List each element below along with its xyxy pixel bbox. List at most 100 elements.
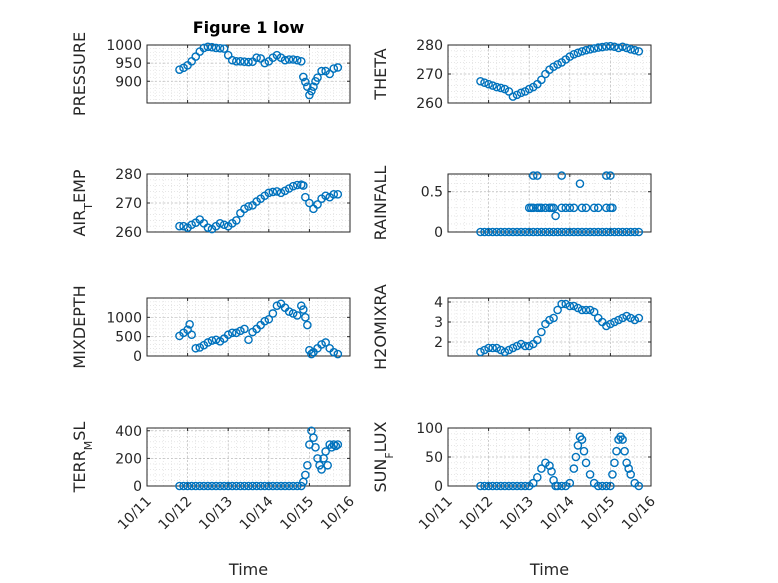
y-tick-label: 50: [425, 450, 443, 466]
data-point: [581, 227, 591, 237]
data-point: [309, 433, 318, 442]
x-tick-label: 10/16: [318, 493, 358, 533]
panel-h2omixra: 2 3 4 H2OMIXRA: [371, 284, 652, 370]
data-point: [288, 481, 298, 491]
data-point: [232, 481, 241, 491]
data-point: [299, 181, 308, 190]
data-point: [573, 48, 583, 58]
major-grid: [447, 174, 652, 233]
data-point: [533, 335, 542, 345]
data-point: [614, 315, 623, 325]
data-point: [476, 481, 485, 491]
data-point: [624, 464, 633, 473]
chart-title: Figure 1 low: [193, 18, 305, 37]
data-point: [630, 315, 640, 325]
x-tick-label: 10/14: [237, 493, 277, 533]
data-point: [296, 481, 306, 491]
data-point: [561, 203, 571, 213]
data-point: [484, 343, 493, 353]
y-tick-label: 900: [115, 74, 142, 90]
data-point: [183, 481, 192, 491]
data-point: [317, 66, 326, 76]
data-point: [606, 171, 615, 180]
data-point: [565, 478, 575, 488]
data-point: [484, 481, 493, 491]
data-point: [187, 330, 196, 340]
data-point: [244, 202, 253, 211]
data-point: [260, 58, 270, 68]
data-point: [512, 481, 522, 491]
data-point: [323, 460, 332, 470]
data-point: [301, 470, 310, 480]
data-point: [317, 465, 326, 474]
data-point: [272, 187, 282, 196]
series-points: [175, 299, 343, 359]
axes-box: [146, 44, 351, 104]
data-point: [276, 188, 286, 198]
data-point: [508, 227, 518, 237]
data-point: [512, 90, 522, 100]
data-point: [573, 303, 583, 313]
data-point: [577, 227, 587, 237]
axes-box: [447, 297, 652, 357]
data-point: [569, 301, 579, 311]
y-axis-label: TERRMSL: [70, 422, 95, 494]
data-point: [307, 349, 316, 359]
data-point: [553, 305, 562, 315]
data-point: [557, 481, 566, 491]
data-point: [321, 447, 330, 456]
data-point: [313, 200, 322, 209]
data-point: [268, 187, 278, 197]
data-point: [508, 92, 518, 101]
data-point: [244, 335, 253, 345]
data-point: [333, 440, 343, 449]
data-point: [203, 338, 213, 347]
data-point: [589, 307, 599, 317]
data-point: [618, 313, 627, 323]
data-point: [622, 227, 631, 237]
x-tick-label: 10/16: [619, 493, 659, 533]
data-point: [232, 328, 241, 338]
data-point: [219, 220, 229, 230]
data-point: [303, 320, 312, 330]
data-point: [561, 227, 571, 237]
data-point: [571, 452, 581, 462]
data-point: [537, 464, 546, 473]
data-point: [301, 313, 310, 322]
axes-box: [146, 297, 351, 357]
x-tick-label: 10/14: [538, 493, 578, 533]
panel-pressure: 900 950 1000 PRESSURE Figure 1 low: [70, 18, 351, 116]
data-point: [199, 43, 209, 53]
x-tick-label: 10/11: [115, 494, 155, 534]
panel-terr-msl: 0 200 400 TERRMSL 10/11 10/12 10/13 10/14 10/15 1…: [70, 422, 358, 579]
data-point: [288, 55, 298, 64]
data-point: [610, 458, 619, 468]
panel-air-temp: 260 270 280 AIRTEMP: [70, 167, 351, 241]
y-tick-label: 260: [115, 225, 142, 241]
y-tick-label: 2: [434, 335, 443, 351]
data-point: [634, 227, 644, 237]
data-point: [303, 460, 312, 470]
data-point: [244, 481, 253, 491]
data-point: [620, 446, 629, 456]
data-point: [614, 43, 623, 53]
data-point: [496, 481, 506, 491]
x-axis-label: Time: [228, 560, 268, 579]
data-point: [260, 316, 270, 326]
data-point: [541, 203, 550, 213]
series-points: [175, 180, 343, 234]
data-point: [211, 481, 221, 491]
data-point: [602, 227, 611, 237]
data-point: [301, 77, 310, 87]
data-point: [187, 481, 196, 491]
data-point: [236, 57, 245, 66]
data-point: [175, 481, 184, 491]
data-point: [299, 72, 308, 82]
data-point: [476, 347, 485, 357]
panel-sun-flux: 0 50 100 SUNFLUX 10/11 10/12 10/13 10/14 10/15 10…: [371, 421, 659, 579]
data-point: [329, 440, 339, 449]
data-point: [602, 203, 611, 213]
panel-theta: 260 270 280 THETA: [371, 38, 652, 112]
data-point: [333, 63, 343, 72]
data-point: [557, 299, 566, 309]
